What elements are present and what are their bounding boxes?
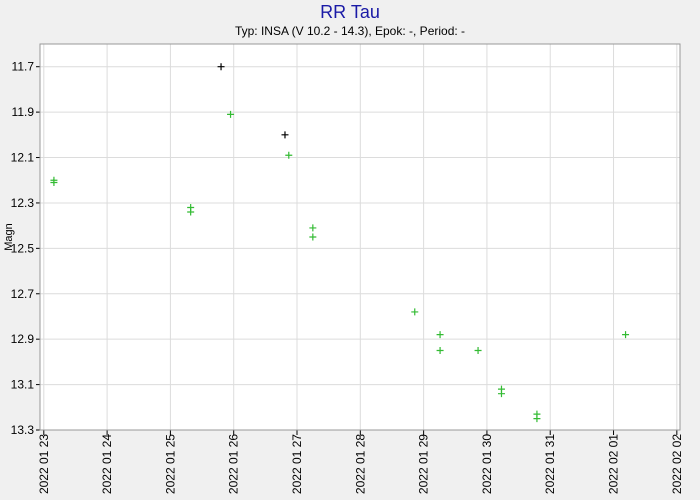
data-point — [497, 390, 505, 398]
y-tick-label: 12.7 — [11, 287, 35, 301]
y-tick-label: 12.3 — [11, 196, 35, 210]
data-point — [281, 131, 289, 139]
x-tick-label: 2022 01 27 — [290, 434, 304, 494]
data-point — [309, 233, 317, 241]
data-point — [533, 415, 541, 423]
data-point — [436, 347, 444, 355]
data-point — [411, 308, 419, 316]
data-point — [436, 331, 444, 339]
y-tick-label: 13.3 — [11, 423, 35, 437]
data-point — [285, 151, 293, 159]
x-tick-label: 2022 01 28 — [353, 434, 367, 494]
x-tick-label: 2022 02 01 — [607, 434, 621, 494]
data-point — [309, 224, 317, 232]
x-tick-label: 2022 01 25 — [163, 434, 177, 494]
x-tick-label: 2022 01 29 — [417, 434, 431, 494]
y-axis-label: Magn — [3, 223, 15, 251]
plot-frame — [39, 43, 681, 431]
data-point — [227, 110, 235, 118]
x-tick-label: 2022 01 26 — [227, 434, 241, 494]
data-point — [50, 179, 58, 187]
x-tick-label: 2022 01 30 — [480, 434, 494, 494]
x-tick-label: 2022 01 23 — [37, 434, 51, 494]
y-tick-label: 11.9 — [12, 105, 35, 119]
y-tick-label: 12.5 — [11, 241, 35, 255]
x-tick-label: 2022 01 31 — [543, 434, 557, 494]
y-tick-label: 12.1 — [11, 151, 35, 165]
data-point — [474, 347, 482, 355]
chart-subtitle: Typ: INSA (V 10.2 - 14.3), Epok: -, Peri… — [235, 24, 465, 38]
x-tick-label: 2022 02 02 — [670, 434, 684, 494]
chart-title: RR Tau — [320, 2, 380, 22]
y-tick-label: 12.9 — [11, 332, 35, 346]
data-point — [217, 63, 225, 71]
x-tick-label: 2022 01 24 — [100, 434, 114, 494]
y-tick-label: 13.1 — [11, 378, 35, 392]
y-tick-label: 11.7 — [12, 60, 35, 74]
data-point — [187, 208, 195, 216]
data-point — [622, 331, 630, 339]
